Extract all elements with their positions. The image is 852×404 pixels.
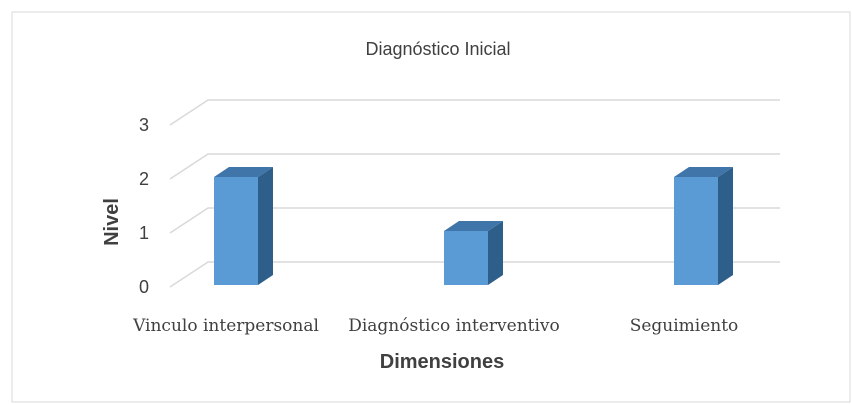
bar-front <box>214 177 258 285</box>
y-tick-label: 3 <box>139 115 149 135</box>
bar-front <box>444 231 488 285</box>
bar-side <box>258 167 273 285</box>
x-axis-title: Dimensiones <box>380 351 504 373</box>
x-category-label: Seguimiento <box>630 316 739 336</box>
gridline-3 <box>169 99 780 126</box>
bar-side <box>488 221 503 285</box>
gridline-1 <box>169 207 780 234</box>
y-tick-label: 1 <box>139 223 149 243</box>
x-category-label: Diagnóstico interventivo <box>348 316 560 336</box>
grid-layer <box>169 99 780 288</box>
bar-top <box>214 167 273 177</box>
y-axis-title: Nivel <box>101 198 123 246</box>
bar-top <box>674 167 733 177</box>
bar-layer <box>214 167 733 285</box>
bar-side <box>718 167 733 285</box>
y-tick-label: 2 <box>139 169 149 189</box>
gridline-2 <box>169 153 780 180</box>
bar-front <box>674 177 718 285</box>
y-tick-label: 0 <box>139 277 149 297</box>
x-category-label: Vinculo interpersonal <box>132 316 319 336</box>
chart-title: Diagnóstico Inicial <box>365 39 510 59</box>
label-layer: 0 1 2 3 Vinculo interpersonal Diagnóstico int… <box>132 115 738 336</box>
bar-top <box>444 221 503 231</box>
gridline-0 <box>169 261 780 288</box>
